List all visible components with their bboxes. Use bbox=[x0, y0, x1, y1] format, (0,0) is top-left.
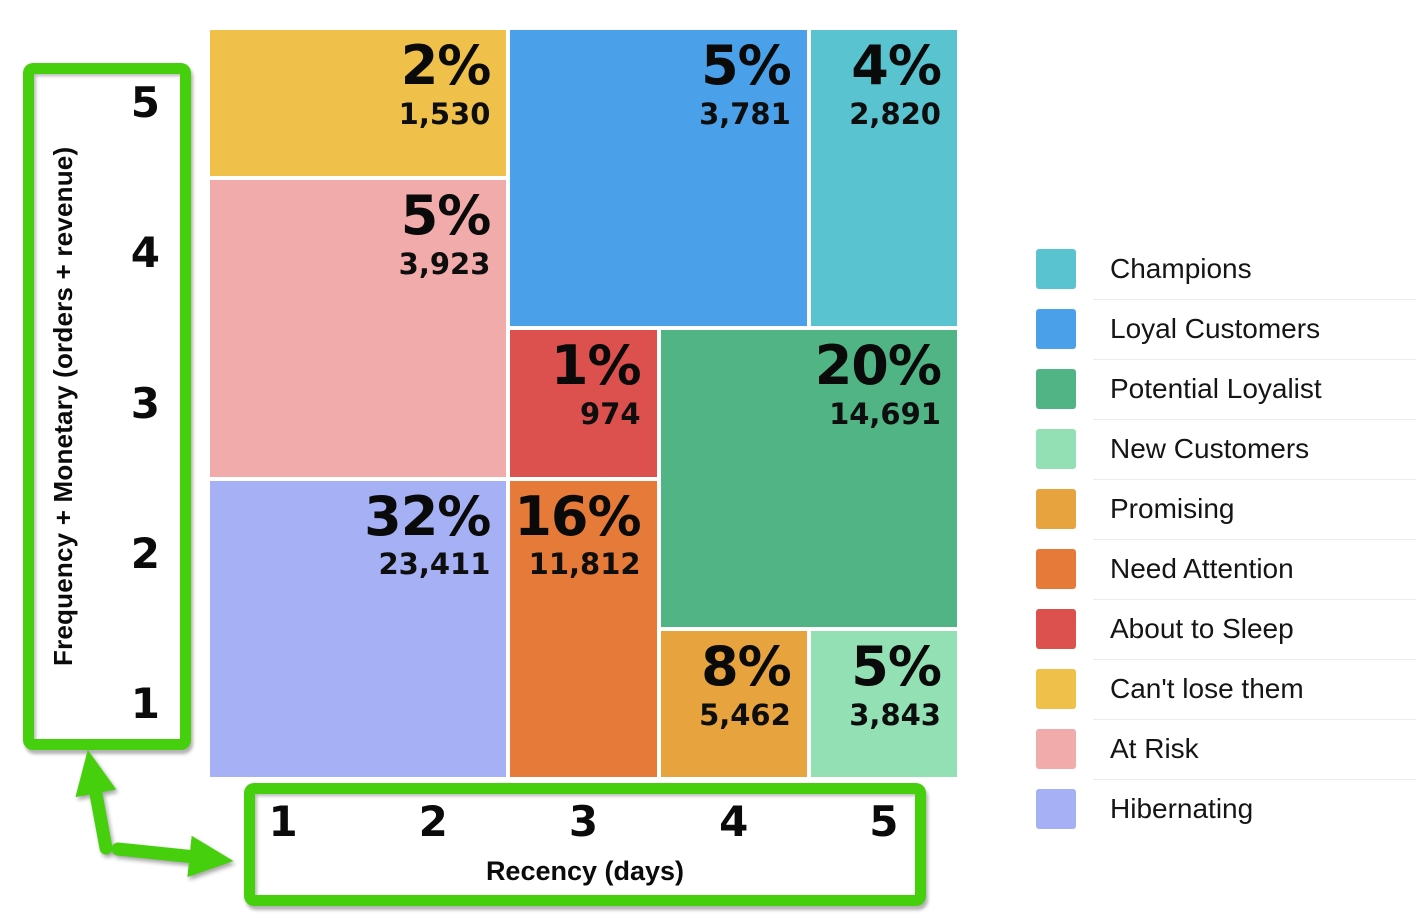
segment-about-to-sleep: 1% 974 bbox=[510, 330, 657, 477]
legend-item-about-to-sleep: About to Sleep bbox=[1036, 599, 1416, 659]
legend-swatch bbox=[1036, 789, 1076, 829]
y-tick-1: 1 bbox=[130, 678, 160, 728]
segment-percent-label: 5% bbox=[851, 634, 942, 698]
up-arrow-icon bbox=[75, 749, 117, 855]
segment-count-label: 14,691 bbox=[829, 397, 941, 432]
legend-divider bbox=[1093, 419, 1416, 420]
legend-swatch bbox=[1036, 669, 1076, 709]
x-tick-4: 4 bbox=[719, 797, 749, 846]
y-tick-5: 5 bbox=[130, 78, 160, 128]
legend-label: Loyal Customers bbox=[1110, 313, 1321, 344]
legend-swatch bbox=[1036, 729, 1076, 769]
legend-swatch bbox=[1036, 549, 1076, 589]
segment-count-label: 2,820 bbox=[849, 96, 941, 131]
segment-count-label: 1,530 bbox=[398, 96, 491, 131]
segment-can-t-lose-them: 2% 1,530 bbox=[210, 30, 507, 177]
segment-count-label: 11,812 bbox=[528, 547, 641, 582]
legend-item-champions: Champions bbox=[1036, 239, 1416, 299]
x-tick-1: 1 bbox=[268, 797, 298, 846]
right-arrow-icon bbox=[111, 835, 234, 878]
segment-need-attention: 16% 11,812 bbox=[510, 480, 657, 777]
legend-divider bbox=[1093, 359, 1416, 360]
segment-count-label: 5,462 bbox=[699, 697, 791, 732]
legend: Champions Loyal Customers Potential Loyali… bbox=[1036, 239, 1416, 839]
legend-swatch bbox=[1036, 489, 1076, 529]
legend-item-new-customers: New Customers bbox=[1036, 419, 1416, 479]
y-axis-annotation-box: Frequency + Monetary (orders + revenue) … bbox=[23, 63, 191, 750]
legend-item-hibernating: Hibernating bbox=[1036, 779, 1416, 839]
x-axis-annotation-box: Recency (days) 1 2 3 4 5 bbox=[244, 783, 926, 906]
y-tick-2: 2 bbox=[130, 528, 160, 578]
y-axis-label: Frequency + Monetary (orders + revenue) bbox=[48, 146, 78, 667]
legend-item-need-attention: Need Attention bbox=[1036, 539, 1416, 599]
segment-percent-label: 2% bbox=[400, 34, 492, 97]
segment-champions: 4% 2,820 bbox=[810, 30, 957, 327]
legend-item-loyal-customers: Loyal Customers bbox=[1036, 299, 1416, 359]
x-tick-3: 3 bbox=[568, 797, 599, 846]
legend-item-at-risk: At Risk bbox=[1036, 719, 1416, 779]
segment-count-label: 3,923 bbox=[398, 246, 491, 281]
y-tick-3: 3 bbox=[130, 378, 160, 428]
segment-at-risk: 5% 3,923 bbox=[210, 180, 507, 477]
segment-percent-label: 16% bbox=[514, 484, 641, 548]
legend-label: Champions bbox=[1110, 253, 1252, 284]
segment-loyal-customers: 5% 3,781 bbox=[510, 30, 807, 327]
segment-count-label: 23,411 bbox=[378, 547, 491, 582]
legend-label: At Risk bbox=[1110, 733, 1199, 764]
legend-swatch bbox=[1036, 309, 1076, 349]
segment-percent-label: 20% bbox=[814, 334, 942, 398]
y-tick-4: 4 bbox=[130, 228, 160, 278]
legend-swatch bbox=[1036, 609, 1076, 649]
segment-count-label: 3,781 bbox=[699, 96, 791, 131]
segment-new-customers: 5% 3,843 bbox=[810, 630, 957, 777]
segment-promising: 8% 5,462 bbox=[660, 630, 807, 777]
segment-percent-label: 8% bbox=[701, 634, 792, 698]
x-axis-label: Recency (days) bbox=[485, 856, 685, 886]
legend-divider bbox=[1093, 479, 1416, 480]
legend-divider bbox=[1093, 719, 1416, 720]
segment-hibernating: 32% 23,411 bbox=[210, 480, 507, 777]
legend-item-potential-loyalist: Potential Loyalist bbox=[1036, 359, 1416, 419]
legend-divider bbox=[1093, 779, 1416, 780]
segment-percent-label: 5% bbox=[701, 34, 792, 97]
legend-divider bbox=[1093, 539, 1416, 540]
legend-divider bbox=[1093, 659, 1416, 660]
segment-count-label: 3,843 bbox=[849, 697, 941, 732]
legend-divider bbox=[1093, 599, 1416, 600]
legend-label: Promising bbox=[1110, 493, 1235, 524]
legend-label: Potential Loyalist bbox=[1110, 373, 1322, 404]
legend-divider bbox=[1093, 299, 1416, 300]
legend-item-promising: Promising bbox=[1036, 479, 1416, 539]
legend-swatch bbox=[1036, 369, 1076, 409]
segment-percent-label: 1% bbox=[550, 334, 642, 398]
legend-swatch bbox=[1036, 249, 1076, 289]
axis-highlight-arrows bbox=[75, 749, 234, 878]
legend-label: Can't lose them bbox=[1110, 673, 1304, 704]
legend-label: New Customers bbox=[1110, 433, 1310, 464]
legend-label: Hibernating bbox=[1110, 793, 1254, 824]
legend-label: About to Sleep bbox=[1110, 613, 1294, 644]
legend-swatch bbox=[1036, 429, 1076, 469]
legend-label: Need Attention bbox=[1110, 553, 1294, 584]
segment-percent-label: 4% bbox=[851, 34, 942, 97]
legend-item-can-t-lose-them: Can't lose them bbox=[1036, 659, 1416, 719]
x-tick-5: 5 bbox=[869, 797, 899, 846]
segment-potential-loyalist: 20% 14,691 bbox=[660, 330, 957, 627]
segment-percent-label: 32% bbox=[364, 484, 491, 548]
segment-count-label: 974 bbox=[580, 397, 641, 432]
mosaic-grid: 2% 1,530 5% 3,781 4% 2,820 5% 3,923 1% 974 20% 14,6… bbox=[210, 30, 957, 777]
segment-percent-label: 5% bbox=[400, 184, 492, 248]
x-tick-2: 2 bbox=[418, 797, 448, 846]
